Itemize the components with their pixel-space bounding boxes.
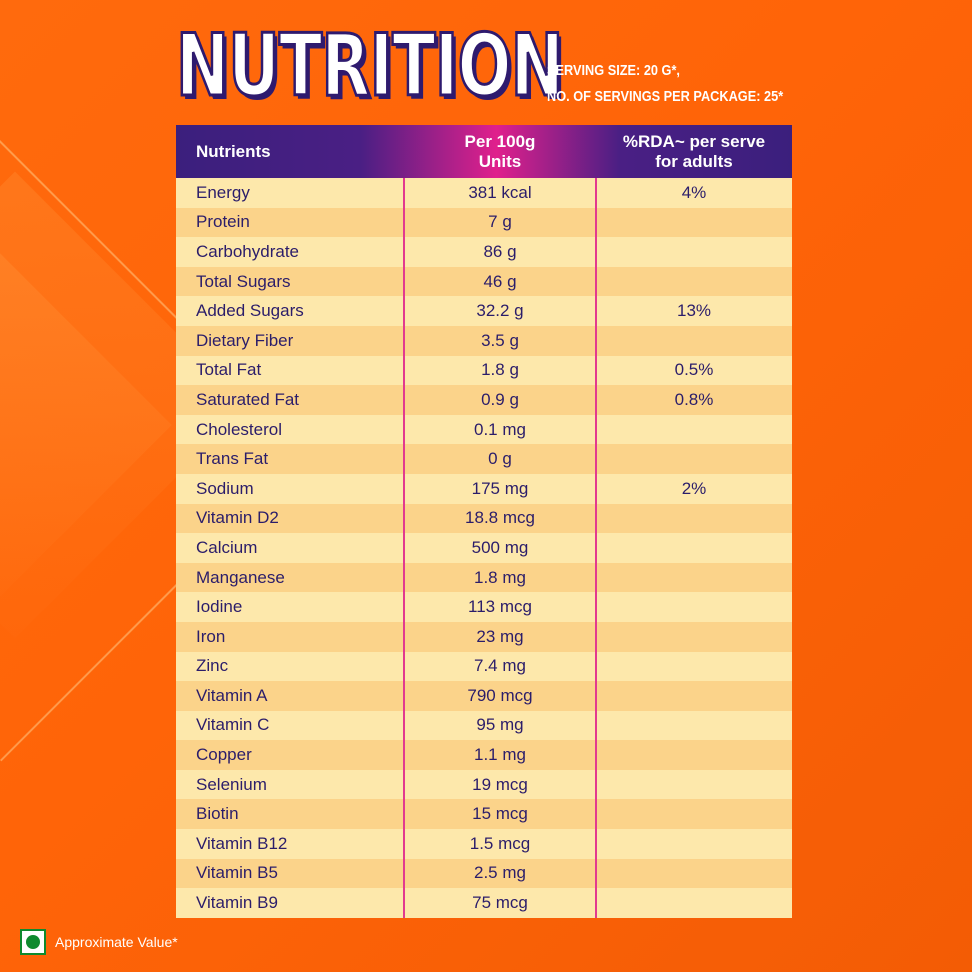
nutrient-name: Carbohydrate	[196, 241, 300, 261]
rda-value: 2%	[681, 478, 707, 498]
per-100g-value: 3.5 g	[481, 330, 519, 350]
nutrient-name: Manganese	[196, 567, 285, 587]
table-row: Energy 381 kcal 4%	[176, 178, 792, 208]
per-100g-value: 7.4 mg	[474, 656, 526, 676]
table-row: Vitamin D2 18.8 mcg	[176, 503, 792, 534]
header-nutrients: Nutrients	[196, 141, 271, 161]
table-row: Vitamin B12 1.5 mcg	[176, 829, 792, 859]
footer-note: Approximate Value*	[20, 929, 178, 955]
per-100g-value: 18.8 mcg	[465, 508, 535, 528]
table-row: Protein 7 g	[176, 207, 792, 238]
table-row: Zinc 7.4 mg	[176, 651, 792, 682]
page-title: NUTRITION	[175, 15, 565, 118]
per-100g-value: 15 mcg	[472, 804, 528, 824]
nutrient-name: Added Sugars	[196, 301, 304, 321]
table-body: Energy 381 kcal 4% Protein 7 g Carbohydrate 86…	[176, 178, 792, 918]
table-row: Calcium 500 mg	[176, 533, 792, 563]
nutrient-name: Sodium	[196, 478, 254, 498]
nutrient-name: Selenium	[196, 774, 267, 794]
table-row: Iodine 113 mcg	[176, 592, 792, 622]
table-header: Nutrients Per 100g Units %RDA~ per serve…	[176, 125, 792, 178]
table-row: Manganese 1.8 mg	[176, 562, 792, 593]
per-100g-value: 46 g	[483, 271, 517, 291]
nutrient-name: Vitamin B9	[196, 893, 278, 913]
nutrient-name: Vitamin A	[196, 685, 268, 705]
per-100g-value: 86 g	[483, 241, 517, 261]
per-100g-value: 500 mg	[471, 537, 529, 557]
table-row: Selenium 19 mcg	[176, 769, 792, 800]
per-100g-value: 1.1 mg	[474, 745, 526, 765]
nutrient-name: Calcium	[196, 537, 258, 557]
veg-mark-icon	[20, 929, 46, 955]
table-row: Added Sugars 32.2 g 13%	[176, 296, 792, 326]
header-rda-line1: %RDA~ per serve	[622, 131, 766, 151]
per-100g-value: 0.9 g	[481, 389, 519, 409]
table-row: Dietary Fiber 3.5 g	[176, 325, 792, 356]
per-100g-value: 1.8 mg	[474, 567, 526, 587]
nutrient-name: Zinc	[196, 656, 229, 676]
per-100g-value: 7 g	[488, 212, 512, 232]
per-100g-value: 175 mg	[471, 478, 529, 498]
rda-value: 4%	[681, 182, 707, 202]
nutrient-name: Total Fat	[196, 360, 262, 380]
per-100g-value: 95 mg	[476, 715, 524, 735]
table-row: Trans Fat 0 g	[176, 444, 792, 474]
nutrient-name: Vitamin C	[196, 715, 270, 735]
column-divider	[403, 178, 405, 918]
table-row: Iron 23 mg	[176, 621, 792, 652]
nutrient-name: Iodine	[196, 597, 243, 617]
header-per-100g-line1: Per 100g	[464, 131, 536, 151]
table-row: Carbohydrate 86 g	[176, 237, 792, 267]
rda-value: 13%	[676, 301, 712, 321]
nutrient-name: Energy	[196, 182, 250, 202]
table-row: Vitamin B5 2.5 mg	[176, 858, 792, 889]
per-100g-value: 32.2 g	[476, 301, 524, 321]
serving-info: SERVING SIZE: 20 G*, NO. OF SERVINGS PER…	[547, 58, 783, 110]
nutrient-name: Total Sugars	[196, 271, 291, 291]
per-100g-value: 23 mg	[476, 626, 524, 646]
per-100g-value: 0 g	[488, 449, 512, 469]
header-rda: %RDA~ per serve for adults	[596, 125, 792, 178]
per-100g-value: 75 mcg	[472, 893, 528, 913]
table-row: Vitamin B9 75 mcg	[176, 888, 792, 918]
per-100g-value: 0.1 mg	[474, 419, 526, 439]
nutrient-name: Copper	[196, 745, 252, 765]
table-row: Biotin 15 mcg	[176, 799, 792, 830]
per-100g-value: 1.8 g	[481, 360, 519, 380]
nutrient-name: Vitamin B5	[196, 863, 278, 883]
approximate-value-note: Approximate Value*	[55, 934, 178, 950]
nutrition-table: Nutrients Per 100g Units %RDA~ per serve…	[176, 125, 792, 918]
nutrient-name: Iron	[196, 626, 226, 646]
serving-size-text: SERVING SIZE: 20 G*,	[547, 62, 680, 79]
rda-value: 0.5%	[674, 360, 714, 380]
per-100g-value: 2.5 mg	[474, 863, 526, 883]
table-row: Sodium 175 mg 2%	[176, 473, 792, 504]
per-100g-value: 113 mcg	[468, 597, 532, 617]
header-per-100g-line2: Units	[478, 151, 522, 171]
nutrient-name: Trans Fat	[196, 449, 269, 469]
header-rda-line2: for adults	[655, 151, 733, 171]
table-row: Copper 1.1 mg	[176, 740, 792, 770]
per-100g-value: 19 mcg	[472, 774, 528, 794]
nutrient-name: Biotin	[196, 804, 239, 824]
table-row: Total Fat 1.8 g 0.5%	[176, 355, 792, 386]
nutrient-name: Vitamin D2	[196, 508, 279, 528]
per-100g-value: 790 mcg	[467, 685, 533, 705]
table-row: Total Sugars 46 g	[176, 266, 792, 297]
header-per-100g: Per 100g Units	[404, 125, 596, 178]
table-row: Saturated Fat 0.9 g 0.8%	[176, 385, 792, 415]
table-row: Vitamin C 95 mg	[176, 710, 792, 741]
nutrient-name: Cholesterol	[196, 419, 282, 439]
table-row: Cholesterol 0.1 mg	[176, 414, 792, 445]
rda-value: 0.8%	[674, 389, 714, 409]
column-divider	[595, 178, 597, 918]
per-100g-value: 1.5 mcg	[469, 833, 531, 853]
nutrient-name: Saturated Fat	[196, 389, 300, 409]
servings-per-package-text: NO. OF SERVINGS PER PACKAGE: 25*	[547, 88, 784, 105]
table-row: Vitamin A 790 mcg	[176, 681, 792, 711]
nutrient-name: Protein	[196, 212, 250, 232]
nutrient-name: Dietary Fiber	[196, 330, 294, 350]
nutrient-name: Vitamin B12	[196, 833, 288, 853]
per-100g-value: 381 kcal	[468, 182, 532, 202]
